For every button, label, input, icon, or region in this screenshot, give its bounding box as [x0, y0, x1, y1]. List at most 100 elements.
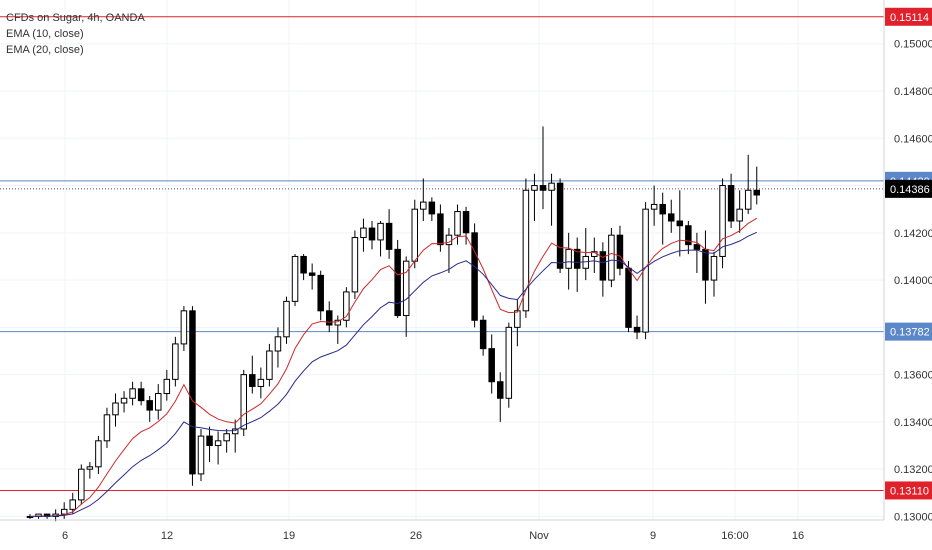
- candle: [394, 239, 401, 318]
- level-price-label-bg: [885, 481, 932, 500]
- candle-body: [719, 185, 726, 257]
- y-tick-label: 0.14000: [894, 275, 932, 287]
- candle: [744, 154, 752, 214]
- candle-body: [428, 201, 436, 215]
- candle: [616, 225, 624, 276]
- candle: [642, 202, 649, 340]
- candle: [368, 221, 376, 250]
- candle-body: [650, 203, 658, 210]
- level-price-label-text: 0.13782: [890, 327, 930, 339]
- x-tick-label: 6: [62, 530, 68, 542]
- candle-body: [616, 234, 624, 269]
- candle-body: [445, 234, 453, 246]
- candle-body: [479, 319, 487, 350]
- candle-body: [454, 211, 461, 236]
- candle-body: [308, 272, 316, 276]
- candle-body: [642, 208, 649, 333]
- ema-lines: [29, 217, 758, 517]
- candle-body: [727, 185, 735, 222]
- time-axis[interactable]: 6 12 19 26 Nov 9 16:00 16: [62, 530, 804, 542]
- candle-body: [488, 348, 495, 383]
- candle: [326, 301, 333, 333]
- candle-body: [95, 440, 102, 468]
- ema-10-line: [29, 217, 758, 517]
- candle-body: [343, 291, 350, 321]
- candle-body: [736, 208, 743, 222]
- x-tick-label: 12: [161, 530, 173, 542]
- candle: [539, 126, 547, 210]
- y-tick-label: 0.14600: [894, 133, 932, 145]
- x-tick-label: 26: [410, 530, 422, 542]
- candle-body: [411, 208, 418, 262]
- candle: [514, 299, 521, 347]
- candle-body: [625, 267, 632, 328]
- candle: [291, 254, 299, 307]
- candle-body: [659, 203, 666, 215]
- x-tick-label: 16:00: [721, 530, 749, 542]
- candle: [505, 322, 513, 408]
- candle: [78, 464, 85, 505]
- candle-body: [548, 182, 555, 191]
- candle-body: [462, 211, 470, 234]
- candle: [454, 204, 461, 245]
- candle: [608, 228, 615, 288]
- candle: [402, 256, 410, 337]
- candle-body: [539, 185, 547, 191]
- last-price-label: 0.14386: [885, 179, 932, 198]
- candle: [676, 190, 684, 257]
- grid: [0, 0, 884, 520]
- candle: [360, 218, 367, 252]
- candle-body: [146, 400, 153, 411]
- candle: [172, 336, 179, 387]
- y-tick-label: 0.13600: [894, 370, 932, 382]
- candle: [214, 431, 222, 465]
- candle-body: [744, 189, 752, 210]
- y-tick-label: 0.13000: [894, 511, 932, 523]
- candle-body: [180, 310, 188, 345]
- candle-body: [112, 402, 119, 416]
- candle-body: [633, 326, 641, 333]
- y-tick-label: 0.13400: [894, 417, 932, 429]
- candle: [95, 436, 102, 474]
- candle-body: [155, 393, 162, 411]
- candle: [377, 221, 384, 257]
- candle-body: [377, 222, 384, 241]
- candle: [599, 242, 607, 297]
- candle: [180, 306, 188, 351]
- candle: [308, 263, 316, 290]
- level-price-label: 0.13782: [885, 322, 932, 341]
- candle: [343, 287, 350, 328]
- candle: [223, 429, 230, 453]
- candle: [736, 190, 743, 233]
- candle-body: [368, 227, 376, 241]
- candle: [69, 492, 76, 515]
- candle: [659, 192, 666, 245]
- candle: [522, 178, 530, 318]
- candle-body: [471, 232, 478, 321]
- y-tick-label: 0.15000: [894, 39, 932, 51]
- candle-body: [283, 300, 290, 338]
- candle-body: [522, 189, 530, 312]
- last-price-label-text: 0.14386: [890, 184, 930, 196]
- candle: [633, 315, 641, 340]
- candle-body: [693, 244, 701, 250]
- candle-body: [60, 508, 68, 515]
- price-axis[interactable]: 0.130000.132000.134000.136000.138000.140…: [894, 39, 932, 524]
- candle-body: [240, 374, 247, 430]
- horizontal-levels: [0, 16, 884, 491]
- candle-body: [676, 220, 684, 227]
- x-tick-label: 16: [792, 530, 804, 542]
- candle-body: [608, 234, 615, 281]
- candle: [189, 306, 196, 486]
- candle: [283, 296, 290, 344]
- candle-body: [402, 260, 410, 317]
- x-tick-label: Nov: [529, 530, 549, 542]
- candle: [668, 199, 675, 233]
- candle-body: [69, 499, 76, 510]
- candle: [479, 315, 487, 356]
- candle: [231, 419, 239, 453]
- candle-body: [172, 343, 179, 380]
- candle: [274, 327, 282, 368]
- candle-body: [317, 274, 324, 312]
